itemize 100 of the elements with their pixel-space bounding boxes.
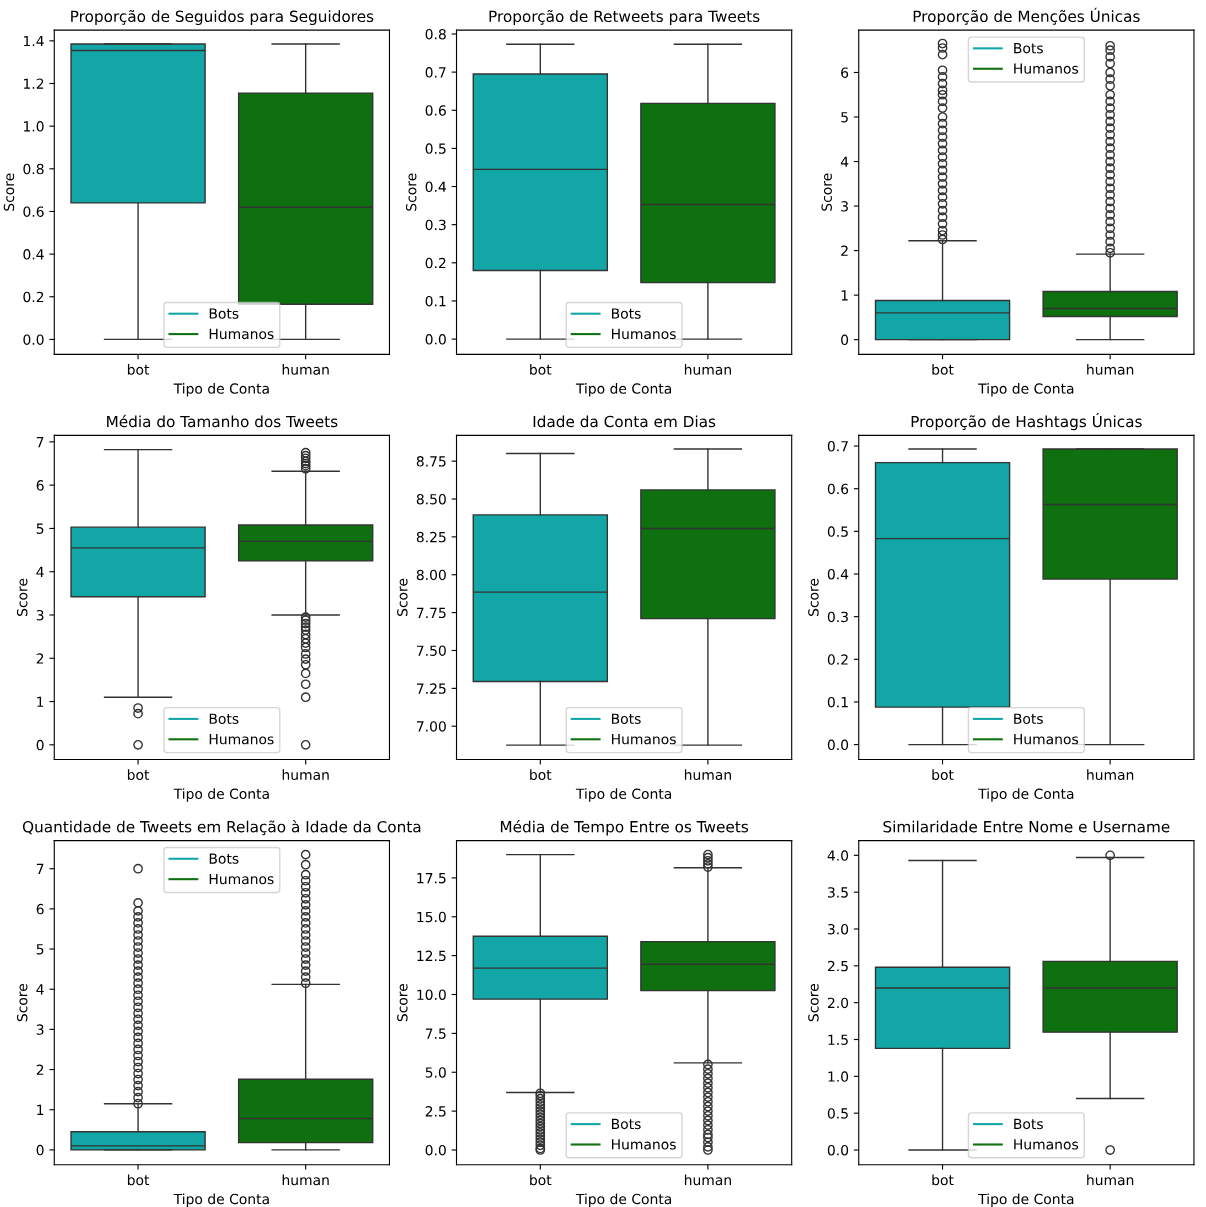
y-tick-label: 7 <box>36 437 44 448</box>
y-tick-label: 5 <box>841 112 848 123</box>
y-tick-label: 5 <box>36 944 44 955</box>
chart-title: Proporção de Menções Únicas <box>913 7 1140 26</box>
y-tick-label: 1.0 <box>828 1071 849 1082</box>
y-tick-label: 0.0 <box>827 1144 849 1156</box>
chart-title: Proporção de Retweets para Tweets <box>489 9 760 26</box>
y-tick-label: 0 <box>841 334 849 346</box>
x-tick-label: human <box>282 1174 329 1186</box>
y-tick-label: 0.5 <box>425 143 446 154</box>
y-tick-label: 2 <box>36 1064 44 1075</box>
y-tick-label: 0.0 <box>23 334 44 345</box>
legend-label: Humanos <box>612 734 676 745</box>
y-tick-label: 1.2 <box>23 78 44 89</box>
y-axis-title: Score <box>3 173 15 211</box>
x-axis-title: Tipo de Conta <box>978 383 1074 397</box>
y-tick-label: 6 <box>36 480 44 491</box>
y-tick-label: 3 <box>36 609 44 621</box>
y-tick-label: 0.7 <box>425 67 446 78</box>
y-tick-label: 8.25 <box>416 531 446 543</box>
y-tick-label: 17.5 <box>417 873 446 884</box>
y-tick-label: 7.25 <box>417 683 446 694</box>
legend-label: Bots <box>612 713 641 724</box>
chart-title: Proporção de Hashtags Únicas <box>911 412 1142 431</box>
y-tick-label: 7.00 <box>417 721 446 732</box>
y-tick-label: 0.2 <box>425 257 446 269</box>
x-tick-label: bot <box>932 364 954 375</box>
y-tick-label: 12.5 <box>417 950 446 962</box>
legend-label: Humanos <box>209 328 274 340</box>
y-tick-label: 0.6 <box>23 206 44 217</box>
y-tick-label: 0.0 <box>425 1144 446 1156</box>
y-tick-label: 4 <box>36 566 44 577</box>
y-tick-label: 1 <box>37 696 44 707</box>
y-axis-title: Score <box>397 983 408 1022</box>
y-axis-title: Score <box>808 578 819 616</box>
y-tick-label: 1.5 <box>828 1034 848 1045</box>
legend-label: Bots <box>1014 43 1043 54</box>
legend-label: Bots <box>612 1118 641 1130</box>
legend-label: Humanos <box>1014 63 1079 74</box>
y-tick-label: 1 <box>841 290 848 301</box>
x-tick-label: bot <box>530 364 552 375</box>
y-tick-label: 2.5 <box>425 1106 446 1117</box>
x-tick-label: bot <box>932 1174 954 1186</box>
legend-label: Bots <box>209 713 239 724</box>
y-tick-label: 8.75 <box>416 456 446 467</box>
y-tick-label: 0.5 <box>827 1108 848 1119</box>
legend-label: Bots <box>612 308 641 319</box>
y-tick-label: 0.4 <box>23 249 44 260</box>
y-tick-label: 2.0 <box>827 997 849 1009</box>
x-tick-label: human <box>1087 1174 1134 1186</box>
chart-title: Quantidade de Tweets em Relação à Idade da Conta <box>22 820 421 836</box>
x-axis-title: Tipo de Conta <box>173 383 269 397</box>
x-tick-label: human <box>282 769 329 781</box>
x-tick-label: human <box>684 364 731 375</box>
y-tick-label: 3 <box>841 201 848 212</box>
x-tick-label: bot <box>530 1174 552 1186</box>
y-axis-title: Score <box>16 983 28 1022</box>
y-axis-title: Score <box>16 578 28 616</box>
y-tick-label: 0.6 <box>827 483 849 495</box>
y-tick-label: 1 <box>37 1104 44 1115</box>
x-axis-title: Tipo de Conta <box>575 383 672 397</box>
legend-label: Humanos <box>209 734 274 745</box>
legend-label: Bots <box>209 308 239 319</box>
legend-label: Bots <box>1014 1118 1043 1130</box>
y-tick-label: 0.2 <box>827 654 848 665</box>
y-tick-label: 15.0 <box>417 911 446 923</box>
y-tick-label: 0.8 <box>23 163 44 175</box>
y-tick-label: 3.0 <box>827 923 849 935</box>
y-tick-label: 3 <box>36 1024 44 1035</box>
y-tick-label: 0.8 <box>425 28 446 40</box>
legend-label: Humanos <box>612 1139 676 1150</box>
x-axis-title: Tipo de Conta <box>575 788 672 802</box>
y-tick-label: 0.5 <box>827 526 848 537</box>
chart-title: Média de Tempo Entre os Tweets <box>500 820 749 836</box>
y-tick-label: 0.6 <box>425 105 446 116</box>
legend-label: Humanos <box>1014 734 1079 745</box>
y-tick-label: 0.1 <box>827 696 848 708</box>
y-tick-label: 0.4 <box>425 181 447 193</box>
x-axis-title: Tipo de Conta <box>173 1193 269 1207</box>
y-tick-label: 0.3 <box>827 611 848 623</box>
y-tick-label: 6 <box>841 67 849 78</box>
x-tick-label: bot <box>530 769 552 781</box>
chart-title: Proporção de Seguidos para Seguidores <box>71 9 374 26</box>
y-tick-label: 0.4 <box>827 568 849 580</box>
y-axis-title: Score <box>405 173 417 211</box>
x-tick-label: human <box>1087 769 1134 781</box>
y-tick-label: 8.50 <box>416 493 446 505</box>
y-tick-label: 0 <box>36 1144 44 1156</box>
y-tick-label: 1.4 <box>23 35 44 47</box>
legend-label: Humanos <box>612 328 676 340</box>
legend-label: Bots <box>209 853 239 864</box>
y-tick-label: 3.5 <box>827 887 848 898</box>
x-tick-label: bot <box>127 364 150 375</box>
chart-title: Similaridade Entre Nome e Username <box>883 820 1170 833</box>
x-tick-label: bot <box>127 769 150 781</box>
chart-title: Média do Tamanho dos Tweets <box>107 414 338 428</box>
x-tick-label: human <box>1087 364 1134 375</box>
x-tick-label: human <box>684 1174 731 1186</box>
y-tick-label: 7.75 <box>417 607 446 619</box>
y-tick-label: 2 <box>841 245 848 256</box>
